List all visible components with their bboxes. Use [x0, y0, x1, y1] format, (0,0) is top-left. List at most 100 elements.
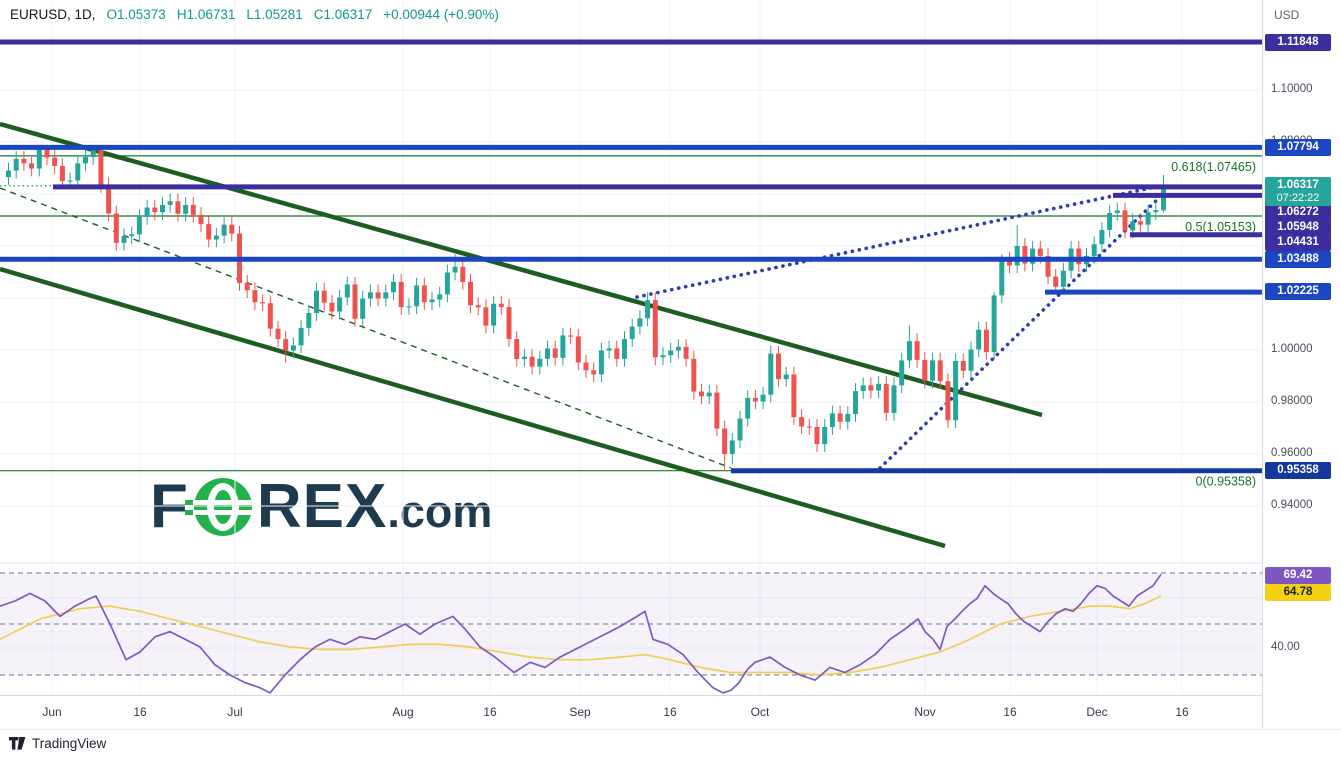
candle — [999, 259, 1005, 296]
time-axis[interactable]: Jun 16 Jul Aug 16 Sep 16 Oct Nov 16 Dec 16 — [0, 695, 1341, 730]
candle — [845, 413, 851, 422]
price-axis[interactable]: USD 1.100001.080001.060001.040001.020001… — [1262, 0, 1341, 728]
current-price-badge: 1.06317 07:22:22 — [1265, 177, 1331, 206]
candle — [691, 358, 697, 392]
candle — [83, 157, 88, 164]
wedge-dotted-line[interactable] — [635, 184, 1162, 299]
candle — [883, 383, 889, 413]
legend-low: L1.05281 — [246, 7, 303, 22]
candle — [837, 413, 843, 422]
candle — [706, 392, 712, 397]
candle — [337, 297, 343, 312]
price-level-badge: 1.02225 — [1265, 282, 1331, 300]
candle — [1053, 276, 1059, 287]
candle — [275, 328, 281, 340]
candle — [329, 302, 335, 312]
price-level-badge: 1.06272 — [1265, 203, 1331, 221]
candle — [760, 394, 766, 402]
candle — [113, 213, 119, 243]
candle — [791, 374, 797, 418]
candle — [545, 348, 550, 359]
candle — [729, 440, 735, 454]
price-level-badge: 1.03488 — [1265, 250, 1331, 268]
candle — [568, 335, 574, 337]
price-tick-label: 0.98000 — [1271, 395, 1313, 407]
candle — [298, 327, 304, 346]
candle — [822, 426, 828, 445]
candle — [1030, 248, 1036, 264]
symbol-legend[interactable]: EURUSD, 1D, O1.05373 H1.06731 L1.05281 C… — [10, 7, 499, 22]
candle — [1153, 210, 1159, 213]
candle — [799, 417, 805, 427]
time-tick-label: Sep — [569, 705, 591, 719]
candle — [675, 346, 681, 351]
candle — [829, 413, 835, 427]
candle — [13, 158, 19, 171]
time-tick-label: Dec — [1086, 705, 1108, 719]
wedge-dotted-line[interactable] — [878, 195, 1162, 470]
candle — [945, 381, 951, 421]
time-tick-label: Jun — [42, 705, 62, 719]
candle — [213, 235, 219, 240]
candle — [660, 355, 666, 358]
rsi-line — [0, 574, 1162, 694]
candle — [52, 157, 58, 166]
candle — [1076, 248, 1082, 265]
candle — [1014, 246, 1020, 266]
candle — [537, 358, 543, 367]
candle — [606, 348, 612, 351]
candle — [252, 290, 258, 303]
candle — [683, 346, 689, 359]
candle — [59, 165, 65, 181]
candle — [637, 318, 643, 327]
candle — [560, 335, 566, 358]
candle — [1091, 244, 1097, 256]
candle — [460, 266, 466, 282]
rsi-ma-line — [0, 595, 1162, 676]
time-tick-label: 16 — [483, 705, 497, 719]
candle — [498, 303, 504, 308]
trendline-dashed[interactable] — [0, 187, 732, 469]
candle — [783, 374, 789, 380]
candle — [514, 339, 520, 360]
tradingview-attribution[interactable]: TradingView — [9, 736, 106, 751]
candle — [244, 282, 250, 291]
trendline[interactable] — [0, 266, 946, 549]
candle — [67, 180, 73, 182]
time-tick-label: Oct — [750, 705, 770, 719]
candle — [437, 294, 443, 300]
trendline[interactable] — [0, 121, 1043, 418]
candle — [129, 234, 135, 237]
candle — [444, 272, 450, 295]
candle — [860, 385, 866, 392]
candle — [152, 207, 158, 213]
candle — [737, 418, 743, 441]
candle — [198, 214, 204, 225]
candle — [1099, 229, 1105, 245]
candle — [175, 201, 181, 214]
candle — [976, 329, 982, 350]
price-tick-label: 1.10000 — [1271, 83, 1313, 95]
candle — [806, 426, 812, 428]
price-level-badge: 1.05948 — [1265, 218, 1331, 236]
candle — [552, 348, 558, 358]
candle — [483, 307, 489, 326]
candle — [1161, 185, 1166, 211]
candle — [668, 350, 674, 356]
price-level-badge: 1.11848 — [1265, 33, 1331, 51]
candle — [953, 360, 959, 421]
candle — [75, 163, 81, 181]
legend-high: H1.06731 — [176, 7, 236, 22]
price-level-badge: 0.95358 — [1265, 461, 1331, 479]
symbol-title[interactable]: EURUSD, 1D, — [10, 7, 96, 22]
candle — [868, 385, 874, 391]
candle — [752, 397, 758, 402]
time-tick-label: Jul — [227, 705, 243, 719]
candle — [914, 341, 920, 360]
candle — [529, 356, 535, 367]
candle — [968, 349, 974, 371]
candle — [622, 339, 627, 359]
time-tick-label: 16 — [1175, 705, 1189, 719]
